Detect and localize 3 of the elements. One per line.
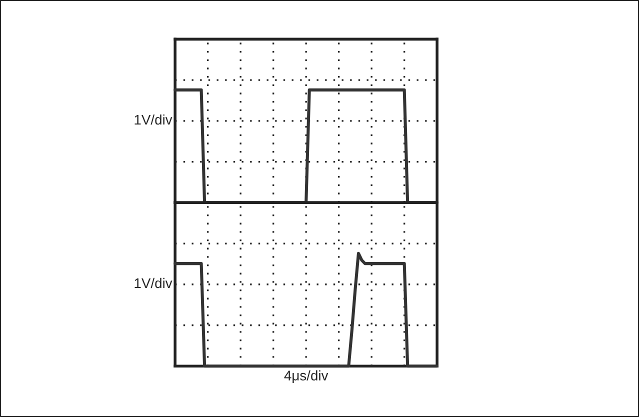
x-axis-title: 4μs/div: [284, 370, 328, 384]
y-axis-title: 1V/div: [134, 278, 172, 288]
y-axis-title: 1V/div: [134, 114, 172, 125]
